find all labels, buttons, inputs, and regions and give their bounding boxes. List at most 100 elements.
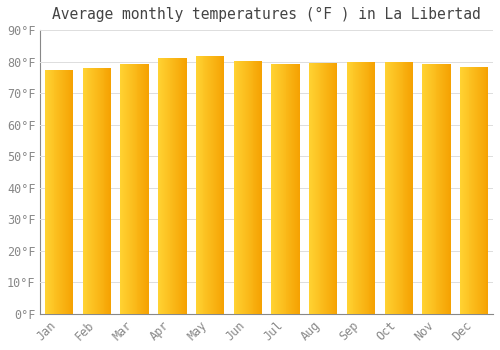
Bar — [391, 62, 392, 314]
Bar — [442, 64, 443, 314]
Bar — [49, 70, 50, 314]
Bar — [144, 64, 145, 314]
Bar — [309, 63, 310, 314]
Bar — [475, 67, 476, 314]
Bar — [400, 62, 402, 314]
Bar — [299, 64, 300, 314]
Bar — [461, 67, 462, 314]
Bar — [312, 63, 313, 314]
Bar — [298, 64, 299, 314]
Bar — [465, 67, 466, 314]
Bar — [48, 70, 49, 314]
Bar — [472, 67, 473, 314]
Bar — [411, 62, 412, 314]
Bar — [68, 70, 70, 314]
Bar — [130, 64, 131, 314]
Bar — [356, 62, 357, 314]
Bar — [358, 62, 359, 314]
Bar — [109, 68, 110, 314]
Bar — [198, 56, 199, 314]
Bar — [430, 64, 431, 314]
Bar — [427, 64, 428, 314]
Bar — [327, 63, 328, 314]
Bar — [350, 62, 352, 314]
Bar — [313, 63, 314, 314]
Bar — [374, 62, 375, 314]
Bar — [295, 64, 296, 314]
Bar — [88, 68, 90, 314]
Bar — [288, 64, 290, 314]
Bar — [446, 64, 447, 314]
Bar — [297, 64, 298, 314]
Bar — [99, 68, 100, 314]
Bar — [50, 70, 51, 314]
Bar — [209, 56, 210, 314]
Bar — [277, 64, 278, 314]
Bar — [354, 62, 356, 314]
Bar — [260, 61, 261, 314]
Bar — [242, 61, 243, 314]
Bar — [241, 61, 242, 314]
Bar — [110, 68, 111, 314]
Bar — [364, 62, 365, 314]
Bar — [322, 63, 324, 314]
Bar — [70, 70, 72, 314]
Bar — [106, 68, 108, 314]
Bar — [274, 64, 275, 314]
Bar — [162, 58, 163, 314]
Bar — [100, 68, 102, 314]
Bar — [148, 64, 149, 314]
Bar — [347, 62, 348, 314]
Bar — [132, 64, 134, 314]
Bar — [177, 58, 178, 314]
Bar — [443, 64, 444, 314]
Bar — [357, 62, 358, 314]
Bar — [406, 62, 407, 314]
Bar — [238, 61, 240, 314]
Bar — [91, 68, 92, 314]
Bar — [448, 64, 450, 314]
Bar — [197, 56, 198, 314]
Bar — [447, 64, 448, 314]
Bar — [126, 64, 127, 314]
Bar — [393, 62, 394, 314]
Bar — [244, 61, 245, 314]
Bar — [181, 58, 182, 314]
Bar — [86, 68, 88, 314]
Bar — [256, 61, 257, 314]
Bar — [291, 64, 292, 314]
Bar — [52, 70, 54, 314]
Bar — [175, 58, 176, 314]
Bar — [462, 67, 463, 314]
Bar — [220, 56, 222, 314]
Bar — [328, 63, 329, 314]
Bar — [318, 63, 320, 314]
Bar — [158, 58, 159, 314]
Bar — [478, 67, 479, 314]
Bar — [59, 70, 60, 314]
Bar — [142, 64, 143, 314]
Bar — [184, 58, 186, 314]
Bar — [145, 64, 146, 314]
Bar — [474, 67, 475, 314]
Bar — [460, 67, 461, 314]
Bar — [422, 64, 424, 314]
Bar — [484, 67, 486, 314]
Bar — [196, 56, 197, 314]
Bar — [359, 62, 360, 314]
Bar — [316, 63, 318, 314]
Bar — [63, 70, 64, 314]
Bar — [290, 64, 291, 314]
Bar — [202, 56, 203, 314]
Bar — [252, 61, 254, 314]
Bar — [66, 70, 68, 314]
Bar — [402, 62, 404, 314]
Bar — [236, 61, 238, 314]
Bar — [216, 56, 218, 314]
Bar — [96, 68, 97, 314]
Bar — [174, 58, 175, 314]
Bar — [206, 56, 208, 314]
Bar — [476, 67, 477, 314]
Bar — [397, 62, 398, 314]
Bar — [172, 58, 174, 314]
